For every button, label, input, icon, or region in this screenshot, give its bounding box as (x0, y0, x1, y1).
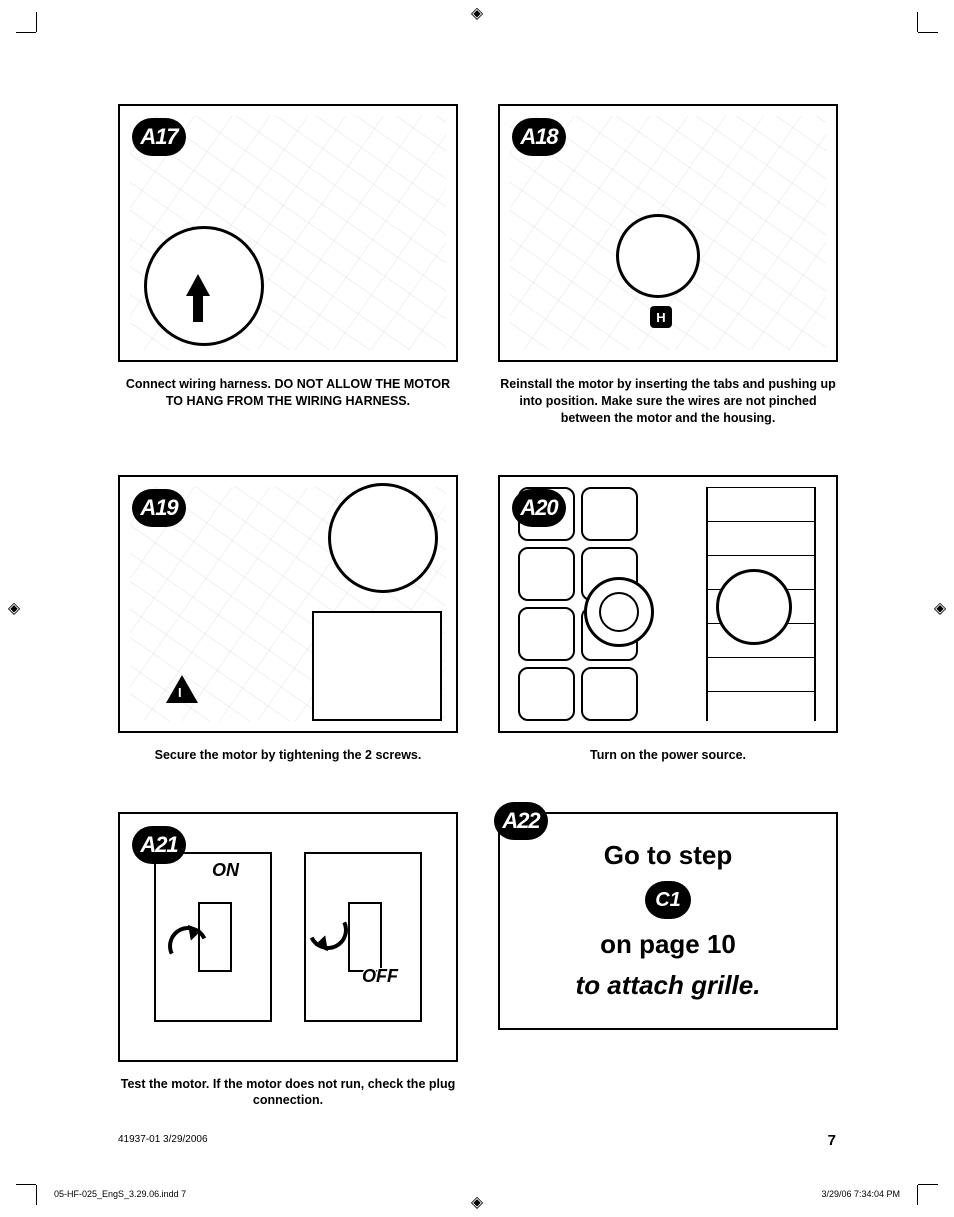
caption-a21: Test the motor. If the motor does not ru… (118, 1076, 458, 1110)
step-a19: I A19 Secure the motor by tightening the… (118, 475, 458, 764)
footer-slug-right: 3/29/06 7:34:04 PM (821, 1189, 900, 1199)
goto-badge-c1: C1 (645, 881, 691, 919)
step-a18: H A18 Reinstall the motor by inserting t… (498, 104, 838, 427)
step-a22: A22 Go to step C1 on page 10 to attach g… (498, 812, 838, 1110)
step-badge-a17: A17 (132, 118, 186, 156)
step-a21: ON OFF A21 Test the motor. If the motor … (118, 812, 458, 1110)
registration-mark-top: ◈ (469, 6, 485, 22)
step-badge-a20: A20 (512, 489, 566, 527)
crop-mark-top-right (904, 18, 932, 46)
goto-line-2: on page 10 (600, 929, 736, 960)
switch-toggle-icon (348, 902, 382, 972)
crop-mark-bottom-left (22, 1171, 50, 1199)
breaker-icon (518, 547, 575, 601)
warning-triangle-icon: I (166, 675, 198, 703)
footer-doc-meta: 41937-01 3/29/2006 (118, 1134, 208, 1145)
breaker-icon (518, 607, 575, 661)
goto-line-3: to attach grille. (576, 970, 761, 1001)
caption-a17: Connect wiring harness. DO NOT ALLOW THE… (118, 376, 458, 410)
figure-a19: I A19 (118, 475, 458, 733)
knob-icon (584, 577, 654, 647)
figure-a21: ON OFF A21 (118, 812, 458, 1062)
breaker-icon (581, 667, 638, 721)
figure-a20: A20 (498, 475, 838, 733)
caption-a19: Secure the motor by tightening the 2 scr… (118, 747, 458, 764)
footer-slug-left: 05-HF-025_EngS_3.29.06.indd 7 (54, 1189, 186, 1199)
figure-a19-detail-circle-1 (328, 483, 438, 593)
registration-mark-right: ◈ (932, 601, 948, 617)
breaker-icon (581, 487, 638, 541)
figure-a19-inset (312, 611, 442, 721)
registration-mark-left: ◈ (6, 601, 22, 617)
arrow-up-icon (186, 274, 210, 296)
warning-letter: I (178, 685, 182, 700)
figure-a18: H A18 (498, 104, 838, 362)
step-badge-a22: A22 (494, 802, 548, 840)
figure-a20-detail-circle (716, 569, 792, 645)
crop-mark-bottom-right (904, 1171, 932, 1199)
label-off: OFF (362, 966, 398, 987)
caption-a20: Turn on the power source. (498, 747, 838, 764)
steps-grid: A17 Connect wiring harness. DO NOT ALLOW… (118, 104, 836, 1109)
goto-line-1: Go to step (604, 840, 733, 871)
figure-a22: A22 Go to step C1 on page 10 to attach g… (498, 812, 838, 1030)
mini-badge-h: H (650, 306, 672, 328)
page-number: 7 (828, 1132, 836, 1149)
step-badge-a21: A21 (132, 826, 186, 864)
step-a17: A17 Connect wiring harness. DO NOT ALLOW… (118, 104, 458, 427)
step-badge-a19: A19 (132, 489, 186, 527)
caption-a18: Reinstall the motor by inserting the tab… (498, 376, 838, 427)
label-on: ON (212, 860, 239, 881)
figure-a17: A17 (118, 104, 458, 362)
step-a20: A20 Turn on the power source. (498, 475, 838, 764)
breaker-icon (518, 667, 575, 721)
registration-mark-bottom: ◈ (469, 1195, 485, 1211)
step-badge-a18: A18 (512, 118, 566, 156)
crop-mark-top-left (22, 18, 50, 46)
figure-a18-detail-circle (616, 214, 700, 298)
page-content: A17 Connect wiring harness. DO NOT ALLOW… (118, 104, 836, 1109)
